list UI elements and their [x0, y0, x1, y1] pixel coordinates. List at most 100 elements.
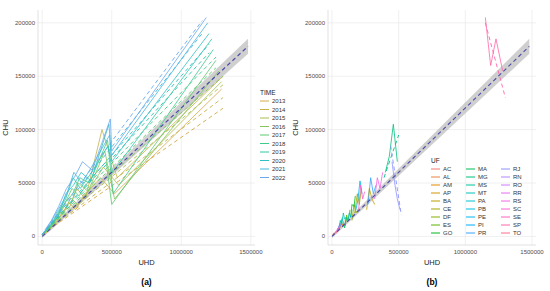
legend-label: CE	[443, 206, 451, 212]
legend-swatch	[466, 177, 475, 178]
legend-label: AL	[443, 174, 451, 180]
legend-label: MT	[478, 190, 487, 196]
legend-swatch	[431, 225, 440, 226]
legend-label: 2022	[272, 175, 286, 181]
series-line	[343, 217, 347, 228]
legend-label: PA	[478, 198, 486, 204]
y-tick-label: 200000	[305, 20, 326, 26]
y-tick-label: 50000	[18, 180, 35, 186]
y-tick-label: 0	[32, 233, 36, 239]
legend-swatch	[501, 233, 510, 234]
legend-swatch	[466, 185, 475, 186]
legend-swatch	[466, 201, 475, 202]
legend-swatch	[260, 152, 269, 153]
grid-line	[328, 129, 536, 130]
legend-swatch	[260, 126, 269, 127]
legend-label: RS	[513, 198, 521, 204]
legend-swatch	[466, 217, 475, 218]
trend-line	[391, 146, 402, 215]
legend-label: SP	[513, 222, 521, 228]
legend-label: MA	[478, 166, 487, 172]
trend-line	[42, 68, 216, 235]
series-line	[367, 188, 375, 209]
grid-line	[332, 10, 333, 245]
legend-label: AP	[443, 190, 451, 196]
series-line	[45, 50, 214, 233]
y-axis-line	[328, 10, 329, 245]
legend-swatch	[466, 233, 475, 234]
legend-label: ES	[443, 222, 451, 228]
legend-swatch	[431, 217, 440, 218]
legend-swatch	[431, 185, 440, 186]
trend-line	[42, 21, 202, 235]
legend-swatch	[466, 225, 475, 226]
y-tick-label: 150000	[15, 73, 36, 79]
panel: 0500000100000015000000500001000001500002…	[1, 10, 286, 287]
y-axis-title: CHU	[291, 119, 300, 135]
x-tick-label: 1000000	[454, 249, 478, 255]
legend-label: MS	[478, 182, 487, 188]
legend-label: 2014	[272, 107, 286, 113]
legend-label: PB	[478, 206, 486, 212]
panel-caption: (b)	[427, 277, 438, 287]
legend-label: 2019	[272, 149, 286, 155]
legend-swatch	[501, 225, 510, 226]
legend-swatch	[431, 201, 440, 202]
trend-line	[384, 135, 399, 178]
legend-label: 2016	[272, 124, 286, 130]
y-axis-title: CHU	[1, 119, 10, 135]
grid-line	[42, 10, 43, 245]
series-line	[375, 172, 383, 199]
panel: 0500000100000015000000500001000001500002…	[291, 10, 544, 287]
legend-label: RO	[513, 182, 522, 188]
grid-line	[181, 10, 182, 245]
plot-area	[332, 17, 529, 238]
legend-swatch	[431, 193, 440, 194]
legend-label: 2021	[272, 166, 286, 172]
legend-swatch	[260, 143, 269, 144]
legend-label: 2015	[272, 115, 286, 121]
legend-label: PE	[478, 214, 486, 220]
legend-swatch	[260, 135, 269, 136]
legend-swatch	[501, 169, 510, 170]
x-tick-label: 500000	[389, 249, 410, 255]
legend-label: SE	[513, 214, 521, 220]
legend-swatch	[431, 169, 440, 170]
legend-label: 2020	[272, 158, 286, 164]
legend-label: PI	[478, 222, 484, 228]
y-tick-label: 200000	[15, 20, 36, 26]
legend-label: BA	[443, 198, 451, 204]
series-line	[348, 210, 352, 221]
fit-band	[332, 39, 529, 238]
trend-line	[42, 34, 202, 235]
legend-label: 2018	[272, 141, 286, 147]
legend-label: 2017	[272, 132, 286, 138]
grid-line	[111, 10, 112, 245]
legend-swatch	[501, 201, 510, 202]
legend-swatch	[501, 177, 510, 178]
x-axis-line	[328, 245, 536, 246]
grid-line	[398, 10, 399, 245]
series-line	[45, 34, 209, 232]
legend-label: RN	[513, 174, 522, 180]
legend-swatch	[260, 118, 269, 119]
figure: 0500000100000015000000500001000001500002…	[0, 0, 550, 291]
legend-swatch	[466, 209, 475, 210]
trend-line	[42, 76, 223, 234]
legend-label: AM	[443, 182, 452, 188]
grid-line	[465, 10, 466, 245]
fit-line	[42, 46, 248, 236]
legend-swatch	[260, 169, 269, 170]
legend-swatch	[260, 160, 269, 161]
grid-line	[532, 10, 533, 245]
trend-line	[42, 44, 209, 234]
legend-swatch	[501, 193, 510, 194]
x-tick-label: 1500000	[239, 249, 263, 255]
legend-swatch	[501, 185, 510, 186]
grid-line	[328, 236, 536, 237]
legend: UFACALAMAPBACEDFESGOMAMGMSMTPAPBPEPIPRRJ…	[431, 157, 522, 236]
legend-swatch	[431, 233, 440, 234]
y-tick-label: 100000	[305, 127, 326, 133]
legend-swatch	[431, 177, 440, 178]
grid-line	[38, 129, 255, 130]
